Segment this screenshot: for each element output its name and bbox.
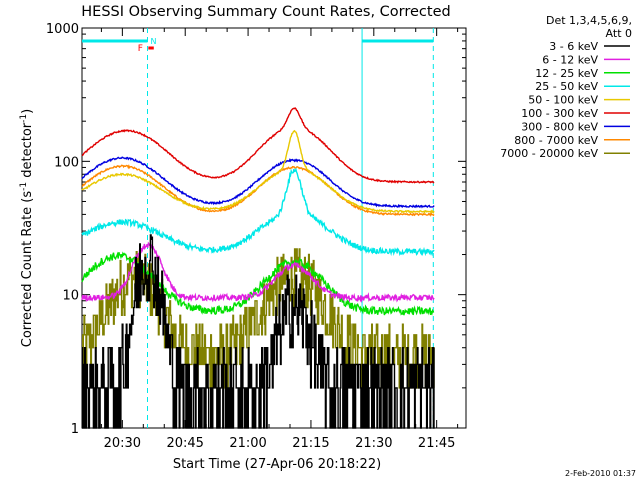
legend-entry-label: 800 - 7000 keV xyxy=(514,134,598,147)
series-line xyxy=(81,164,435,217)
y-tick-label: 10 xyxy=(62,289,79,304)
x-tick-label: 20:30 xyxy=(104,436,141,451)
legend-entry-label: 100 - 300 keV xyxy=(521,107,598,120)
status-bars: FN xyxy=(82,37,434,54)
legend-entry-label: 12 - 25 keV xyxy=(535,67,598,80)
legend-entry-label: 25 - 50 keV xyxy=(535,80,598,93)
series-line xyxy=(81,107,435,184)
legend-entry-label: 7000 - 20000 keV xyxy=(500,147,598,160)
legend-title: Det 1,3,4,5,6,9, xyxy=(546,14,632,27)
chart-title: HESSI Observing Summary Count Rates, Cor… xyxy=(81,4,450,20)
series-line xyxy=(81,129,435,214)
legend-entry-label: 6 - 12 keV xyxy=(542,53,598,66)
x-tick-label: 21:15 xyxy=(292,436,329,451)
flare-marker-label: F xyxy=(138,44,143,54)
legend-entry-label: 3 - 6 keV xyxy=(549,40,598,53)
legend-entry-label: 50 - 100 keV xyxy=(528,94,598,107)
x-tick-label: 21:45 xyxy=(418,436,455,451)
series-line xyxy=(81,167,435,257)
y-axis-ticks: 1 10 100 1000 xyxy=(46,22,466,437)
series-line xyxy=(82,234,435,429)
plot-frame xyxy=(81,27,467,429)
y-tick-label: 1000 xyxy=(46,22,79,37)
series-lines xyxy=(81,107,435,429)
x-axis-label: Start Time (27-Apr-06 20:18:22) xyxy=(173,457,381,472)
footer-date: 2-Feb-2010 01:37 xyxy=(565,469,636,478)
night-marker-label: N xyxy=(151,37,157,46)
x-axis-ticks: 20:30 20:45 21:00 21:15 21:30 21:45 xyxy=(100,28,459,451)
x-tick-label: 21:30 xyxy=(355,436,392,451)
x-tick-label: 21:00 xyxy=(229,436,266,451)
y-axis-label: Corrected Count Rate (s-1 detector-1) xyxy=(19,109,35,347)
legend-entry-label: 300 - 800 keV xyxy=(521,120,598,133)
y-tick-label: 100 xyxy=(54,155,79,170)
x-tick-label: 20:45 xyxy=(166,436,203,451)
y-tick-label: 1 xyxy=(71,422,79,437)
series-line xyxy=(81,156,435,209)
legend-title: Att 0 xyxy=(606,27,632,40)
